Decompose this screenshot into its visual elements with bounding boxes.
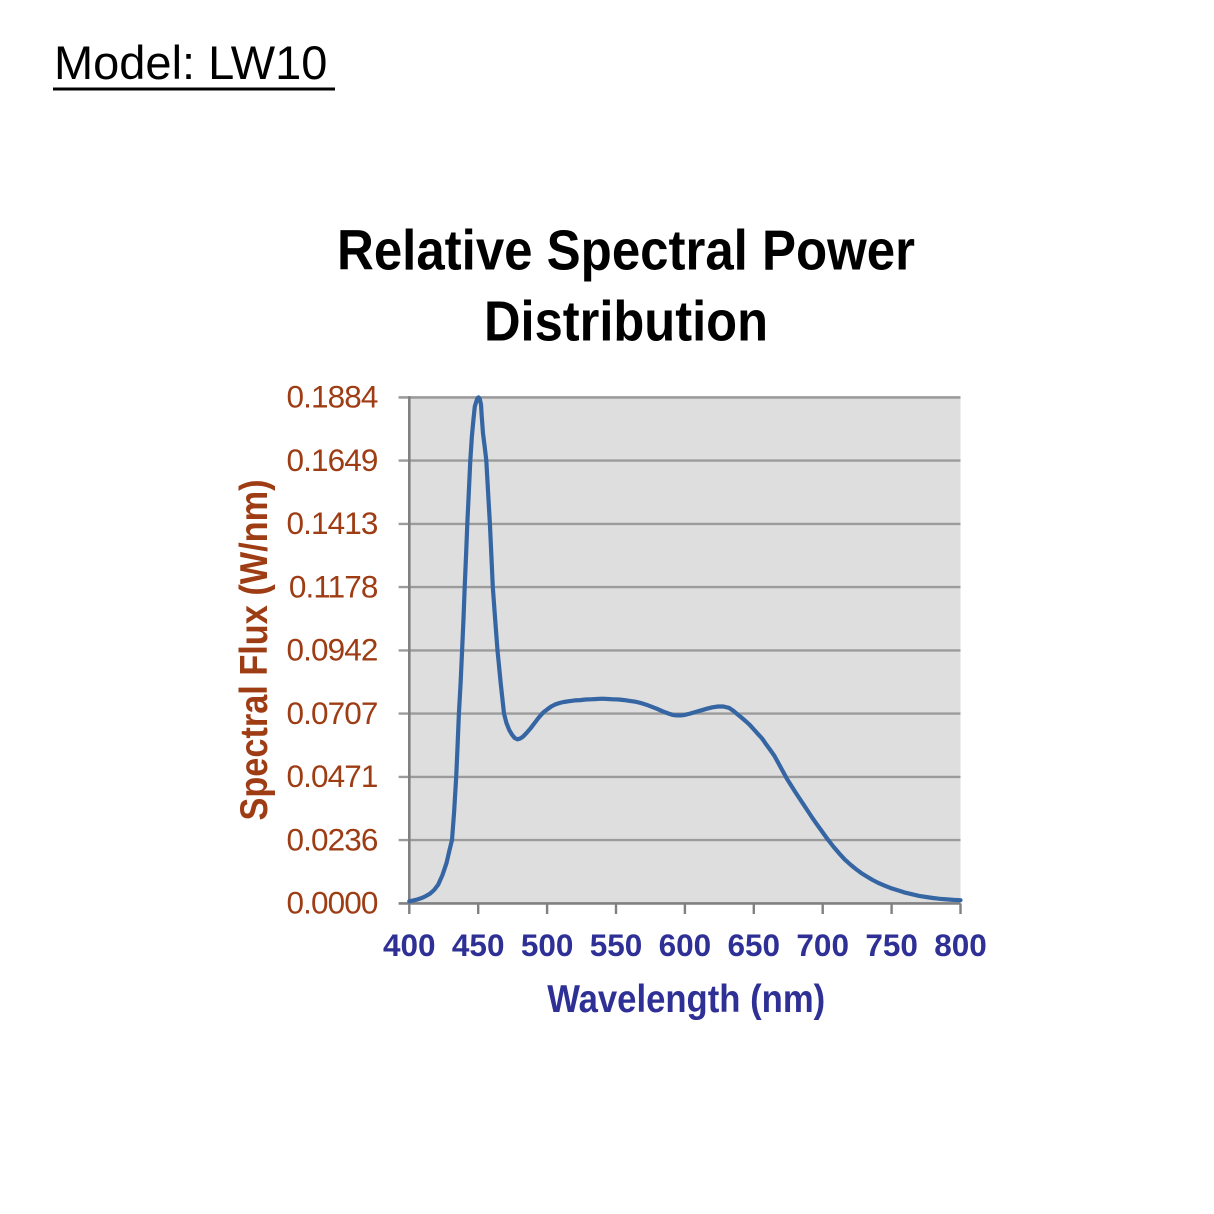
svg-text:Distribution: Distribution — [484, 290, 768, 354]
svg-text:Spectral Flux (W/nm): Spectral Flux (W/nm) — [233, 480, 276, 821]
svg-text:0.0471: 0.0471 — [287, 758, 378, 794]
svg-text:0.1178: 0.1178 — [289, 568, 378, 604]
svg-text:0.0000: 0.0000 — [287, 885, 378, 921]
svg-text:0.0942: 0.0942 — [287, 632, 378, 668]
svg-text:650: 650 — [728, 927, 781, 963]
svg-text:Wavelength (nm): Wavelength (nm) — [547, 978, 825, 1021]
svg-text:550: 550 — [590, 927, 643, 963]
svg-text:0.1649: 0.1649 — [287, 442, 378, 478]
svg-text:0.0707: 0.0707 — [287, 695, 378, 731]
svg-text:750: 750 — [865, 927, 918, 963]
svg-text:800: 800 — [934, 927, 987, 963]
svg-text:500: 500 — [521, 927, 574, 963]
svg-text:600: 600 — [659, 927, 712, 963]
svg-text:Relative Spectral Power: Relative Spectral Power — [337, 218, 915, 282]
svg-text:0.1413: 0.1413 — [287, 505, 378, 541]
svg-text:700: 700 — [796, 927, 849, 963]
svg-text:400: 400 — [383, 927, 436, 963]
svg-text:0.0236: 0.0236 — [287, 821, 378, 857]
svg-text:0.1884: 0.1884 — [287, 379, 378, 415]
svg-text:Model: LW10: Model: LW10 — [54, 36, 327, 89]
svg-text:450: 450 — [452, 927, 505, 963]
